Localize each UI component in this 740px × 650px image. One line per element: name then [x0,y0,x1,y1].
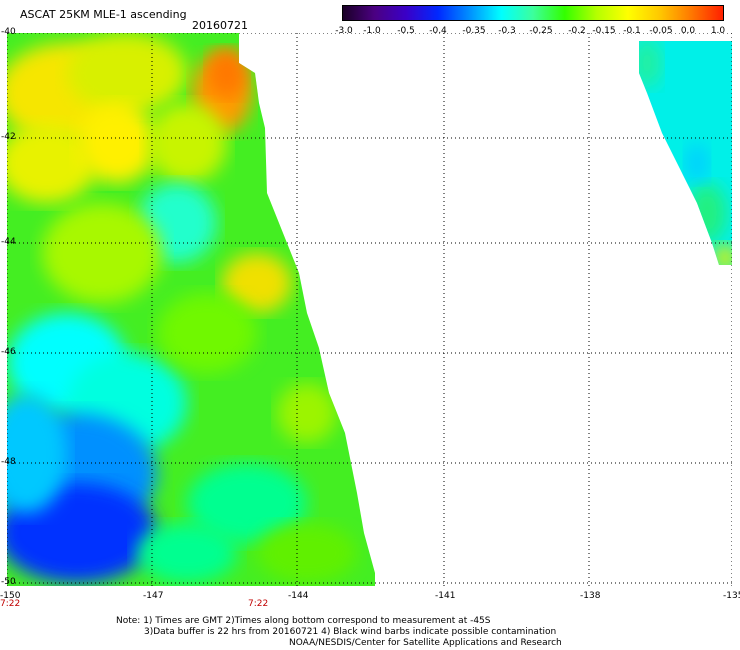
colorbar-tick-label: -1.0 [363,26,381,36]
note-line-2: 3)Data buffer is 22 hrs from 20160721 4)… [144,627,557,637]
colorbar-tick-label: -0.2 [568,26,586,36]
y-tick-label: -48 [1,457,16,467]
x-tick-label: -138 [580,591,601,601]
swath-patch [687,183,727,243]
y-tick-label: -44 [1,237,16,247]
swath-patch [257,523,357,583]
swath-patch [67,33,187,113]
swath-patch [7,393,67,513]
grid-lines [7,33,732,586]
map-date: 20160721 [192,19,248,32]
swath-patch [713,243,732,265]
colorbar-tick-label: -0.5 [397,26,415,36]
colorbar-tick-label: -0.15 [592,26,616,36]
swath-patch [137,523,237,583]
swath-patch [222,253,292,313]
swath-patch [147,103,227,183]
x-tick-label: -150 [0,591,21,601]
y-tick-label: -50 [1,577,16,587]
swath-patch [77,103,157,183]
colorbar-tick-label: 0.0 [680,26,696,36]
east-swath [639,41,732,265]
colorbar-tick-label: -0.1 [623,26,641,36]
swath-patch [639,41,662,88]
swath-patch [277,383,337,443]
west-swath [7,33,375,586]
y-tick-label: -46 [1,347,16,357]
colorbar-tick-label: -0.25 [529,26,553,36]
x-tick-label: -135 [723,591,740,601]
time-label: 7:22 [0,599,21,609]
colorbar [342,5,724,21]
swath-patch [7,123,97,203]
x-tick-label: -147 [143,591,164,601]
colorbar-tick-label: -0.35 [462,26,486,36]
colorbar-tick-label: -3.0 [335,26,353,36]
swath-patch [685,143,709,183]
swath-patch [207,48,247,98]
swath-patch [42,203,162,303]
note-line-1: Note: 1) Times are GMT 2)Times along bot… [116,616,491,626]
swath-patch [157,293,257,373]
colorbar-tick-label: -0.4 [429,26,447,36]
swath-patch [187,463,307,543]
y-tick-label: -40 [1,27,16,37]
time-label: 7:22 [248,599,269,609]
colorbar-tick-label: 1.0 [710,26,726,36]
x-tick-label: -144 [288,591,309,601]
map-plot [7,33,732,586]
colorbar-tick-label: -0.05 [649,26,673,36]
note-line-3: NOAA/NESDIS/Center for Satellite Applica… [289,638,562,648]
y-tick-label: -42 [1,132,16,142]
map-title: ASCAT 25KM MLE-1 ascending [20,8,187,21]
colorbar-tick-label: -0.3 [498,26,516,36]
x-tick-label: -141 [435,591,456,601]
